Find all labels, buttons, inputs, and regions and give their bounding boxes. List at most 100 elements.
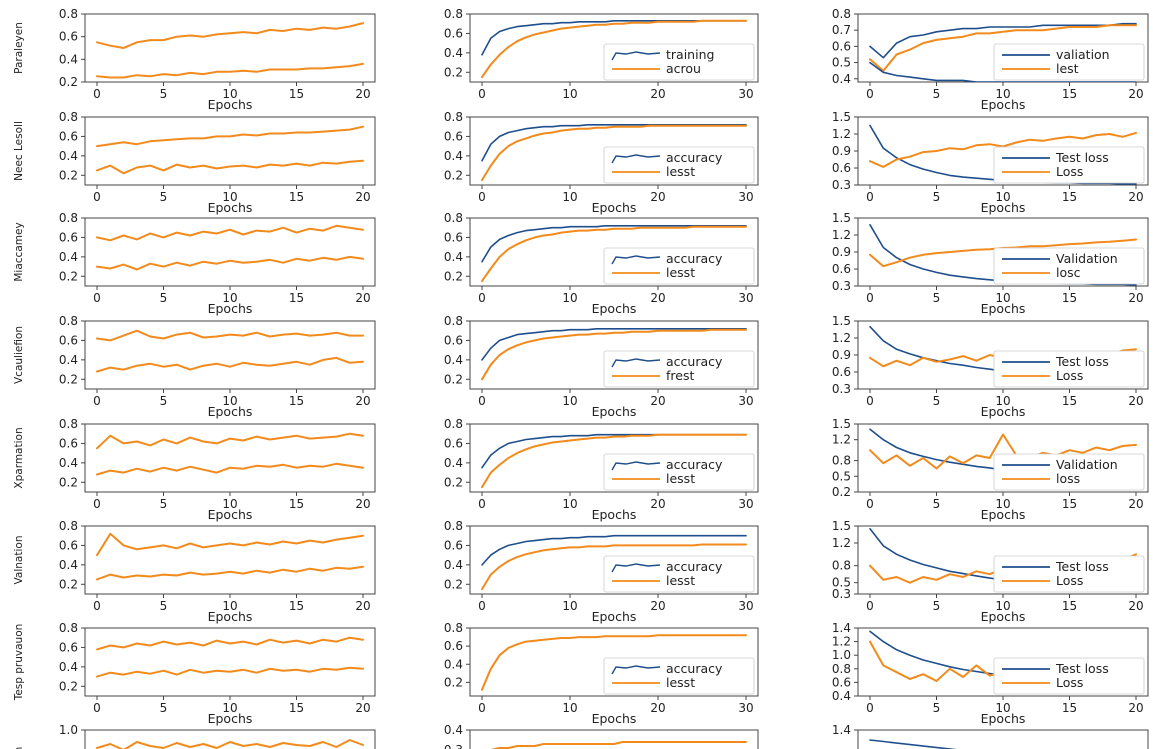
x-axis-label: Epochs <box>981 507 1026 522</box>
legend-swatch <box>611 461 661 471</box>
legend-box <box>993 350 1145 388</box>
legend-label: lest <box>1056 61 1079 76</box>
x-tick-label: 0 <box>478 190 486 204</box>
legend-label: lesst <box>666 471 695 486</box>
x-tick-label: 5 <box>160 599 168 613</box>
x-axis-label: Epochs <box>208 404 253 419</box>
series-line <box>869 61 1137 82</box>
x-tick-label: 10 <box>222 291 237 305</box>
x-axis-label: Epochs <box>592 711 637 726</box>
chart-panel-r7c2: 1.4 <box>832 723 1149 749</box>
x-tick-label: 20 <box>650 497 665 511</box>
y-tick-label: 0.8 <box>444 211 463 225</box>
plot-frame <box>469 525 759 595</box>
x-tick-label: 30 <box>738 599 753 613</box>
y-tick-label: 0.6 <box>444 436 463 450</box>
x-axis-label: Epochs <box>592 404 637 419</box>
legend-box <box>993 453 1145 491</box>
series-line <box>96 329 364 342</box>
series-line <box>869 131 1137 168</box>
legend-label: Loss <box>1056 675 1083 690</box>
y-tick-label: 0.8 <box>59 7 78 21</box>
legend-swatch <box>611 665 661 675</box>
x-axis-label: Epochs <box>208 609 253 624</box>
x-tick-label: 20 <box>355 599 370 613</box>
series-line <box>481 634 747 691</box>
plot-frame <box>469 116 759 186</box>
x-tick-label: 0 <box>866 599 874 613</box>
y-tick-label: 0.8 <box>59 621 78 635</box>
y-tick-label: 0.8 <box>59 519 78 533</box>
x-axis-label: Epochs <box>592 507 637 522</box>
y-tick-label: 0.4 <box>59 250 78 264</box>
x-tick-label: 20 <box>650 87 665 101</box>
y-tick-label: 1.2 <box>832 536 851 550</box>
x-tick-label: 15 <box>289 291 304 305</box>
plot-frame <box>84 525 376 595</box>
x-tick-label: 20 <box>1128 291 1143 305</box>
legend-swatch <box>611 358 661 368</box>
chart-panel-r5c2: 0.30.5 0.8 1.2 1.5 0 5 10 15 20 Epochs Test lossLo… <box>832 519 1149 624</box>
legend-label: loss <box>1056 471 1080 486</box>
x-axis-label: Epochs <box>208 301 253 316</box>
x-tick-label: 0 <box>866 87 874 101</box>
x-tick-label: 0 <box>478 87 486 101</box>
series-line <box>96 356 364 373</box>
x-tick-label: 10 <box>222 394 237 408</box>
legend-label: lesst <box>666 573 695 588</box>
chart-panel-r3c0: 0.2 0.4 0.6 0.8 0 5 10 15 20 Epochs Vcauliefion <box>13 314 376 419</box>
x-tick-label: 20 <box>1128 701 1143 715</box>
x-tick-label: 20 <box>650 291 665 305</box>
x-tick-label: 20 <box>650 599 665 613</box>
x-tick-label: 10 <box>222 497 237 511</box>
x-tick-label: 0 <box>866 291 874 305</box>
y-tick-label: 0.4 <box>59 52 78 66</box>
x-tick-label: 0 <box>866 394 874 408</box>
series-line <box>96 636 364 651</box>
y-tick-label: 0.2 <box>444 65 463 79</box>
plot-frame <box>857 729 1149 749</box>
x-tick-label: 20 <box>1128 190 1143 204</box>
x-tick-label: 15 <box>289 87 304 101</box>
legend-label: losc <box>1056 265 1081 280</box>
x-tick-label: 20 <box>355 87 370 101</box>
y-tick-label: 0.2 <box>832 485 851 499</box>
x-tick-label: 0 <box>93 394 101 408</box>
legend-label: accuracy <box>666 150 723 165</box>
series-line <box>869 24 1137 72</box>
chart-panel-r6c2: 0.40.60.81.01.21.4 0 5 10 15 20 Epochs Test los… <box>832 621 1149 726</box>
y-tick-label: 0.6 <box>832 39 851 53</box>
x-tick-label: 15 <box>1062 190 1077 204</box>
legend-label: training <box>666 47 714 62</box>
x-tick-label: 30 <box>738 701 753 715</box>
y-tick-label: 0.7 <box>832 23 851 37</box>
x-tick-label: 30 <box>738 394 753 408</box>
y-tick-label: 0.4 <box>59 456 78 470</box>
x-tick-label: 10 <box>562 497 577 511</box>
legend-label: Loss <box>1056 573 1083 588</box>
x-tick-label: 15 <box>1062 497 1077 511</box>
x-tick-label: 20 <box>1128 87 1143 101</box>
series-line <box>481 534 747 566</box>
x-tick-label: 5 <box>160 497 168 511</box>
y-tick-label: 0.4 <box>59 558 78 572</box>
x-tick-label: 10 <box>995 291 1010 305</box>
x-tick-label: 15 <box>289 599 304 613</box>
y-tick-label: 0.2 <box>444 269 463 283</box>
x-tick-label: 10 <box>995 497 1010 511</box>
x-tick-label: 0 <box>478 701 486 715</box>
y-tick-label: 0.4 <box>832 689 851 703</box>
legend-box <box>993 247 1145 285</box>
x-tick-label: 0 <box>478 291 486 305</box>
x-tick-label: 20 <box>355 394 370 408</box>
chart-panel-r2c2: 0.3 0.6 0.9 1.2 1.5 0 5 10 15 20 Epochs Validationl… <box>832 211 1149 316</box>
legend-label: Validation <box>1056 251 1118 266</box>
x-tick-label: 10 <box>562 291 577 305</box>
legend-label: accuracy <box>666 661 723 676</box>
y-tick-label: 0.3 <box>444 743 463 749</box>
y-tick-label: 0.2 <box>59 269 78 283</box>
